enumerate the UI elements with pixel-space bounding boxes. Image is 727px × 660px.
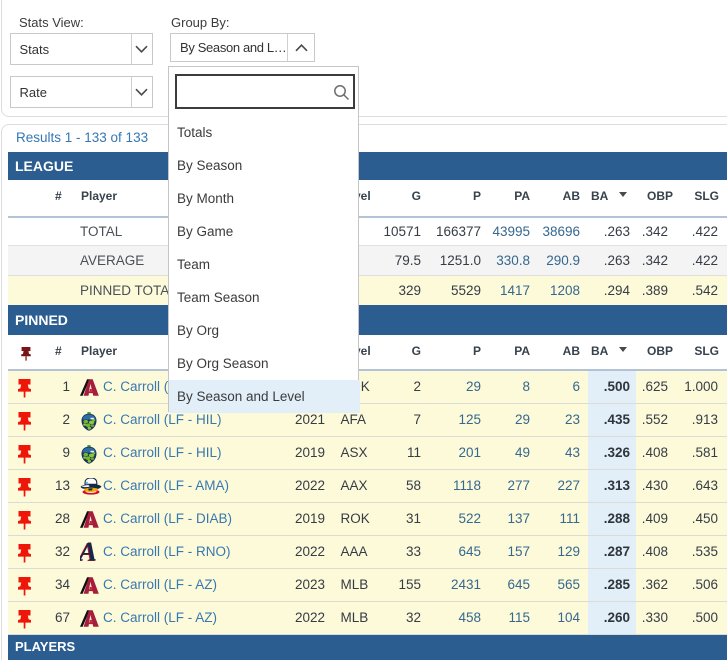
svg-text:A: A bbox=[80, 540, 97, 566]
svg-text:A: A bbox=[80, 540, 96, 567]
